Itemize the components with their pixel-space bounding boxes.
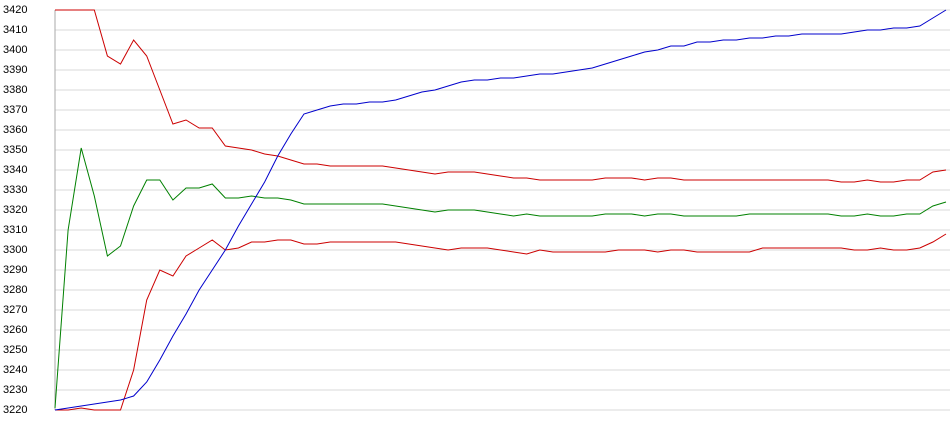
y-tick-label: 3220 [3, 404, 27, 416]
y-tick-label: 3340 [3, 164, 27, 176]
series-line [55, 9, 947, 183]
y-tick-label: 3280 [3, 284, 27, 296]
y-tick-label: 3370 [3, 104, 27, 116]
y-tick-label: 3320 [3, 204, 27, 216]
y-tick-label: 3350 [3, 144, 27, 156]
y-tick-label: 3260 [3, 324, 27, 336]
y-tick-label: 3410 [3, 24, 27, 36]
y-tick-label: 3230 [3, 384, 27, 396]
y-tick-label: 3390 [3, 64, 27, 76]
y-tick-label: 3380 [3, 84, 27, 96]
y-tick-label: 3240 [3, 364, 27, 376]
series-line [55, 233, 947, 411]
y-tick-label: 3250 [3, 344, 27, 356]
y-tick-label: 3360 [3, 124, 27, 136]
y-tick-label: 3310 [3, 224, 27, 236]
y-tick-label: 3420 [3, 4, 27, 16]
series-line [54, 147, 947, 409]
y-tick-label: 3330 [3, 184, 27, 196]
series-line [54, 9, 947, 411]
y-tick-label: 3400 [3, 44, 27, 56]
y-tick-label: 3300 [3, 244, 27, 256]
y-tick-label: 3290 [3, 264, 27, 276]
y-tick-label: 3270 [3, 304, 27, 316]
